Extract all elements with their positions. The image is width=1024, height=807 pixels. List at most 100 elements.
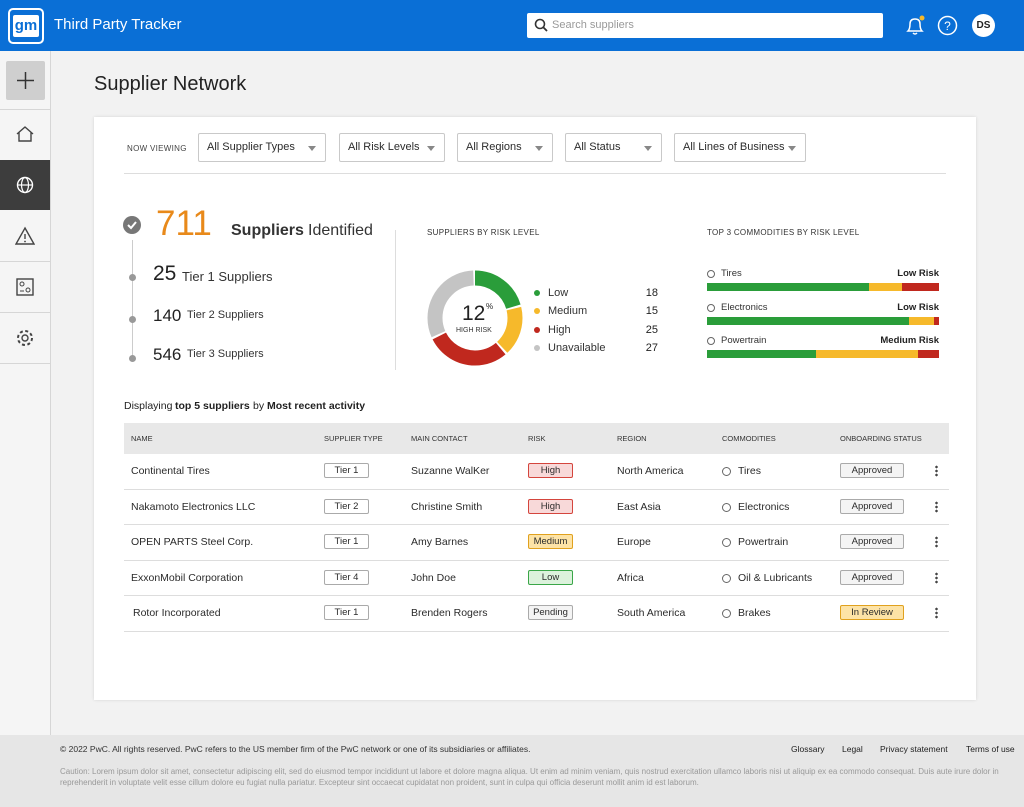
logo-text: gm	[13, 15, 39, 37]
supplier-name[interactable]: ExxonMobil Corporation	[131, 571, 244, 584]
check-circle	[123, 216, 141, 234]
onboarding-status: Approved	[840, 569, 904, 585]
row-menu[interactable]	[935, 571, 938, 584]
row-menu[interactable]	[935, 536, 938, 548]
supplier-type: Tier 1	[324, 463, 369, 478]
nav-home[interactable]	[15, 124, 35, 144]
nav-reports[interactable]	[15, 277, 35, 297]
column-header: RISK	[528, 434, 546, 443]
commodity-bar-segment	[934, 317, 939, 325]
avatar[interactable]: DS	[972, 14, 995, 37]
nav-settings[interactable]	[15, 328, 35, 348]
supplier-name[interactable]: Rotor Incorporated	[133, 607, 221, 619]
tier-label: Tier 1 Suppliers	[182, 269, 273, 284]
main-contact: Suzanne WalKer	[411, 465, 490, 477]
table-intro: top 5 suppliers	[175, 400, 250, 412]
check-icon	[123, 216, 141, 234]
filter-select[interactable]: All Lines of Business	[674, 133, 806, 162]
region: Africa	[617, 571, 644, 584]
commodity-icon	[722, 467, 731, 476]
column-header: MAIN CONTACT	[411, 434, 468, 443]
legend-dot	[534, 327, 540, 333]
footer-link[interactable]: Legal	[842, 744, 863, 754]
commodity-icon	[722, 502, 731, 512]
region: South America	[617, 607, 686, 619]
commodity-icon	[707, 337, 715, 345]
commodity-name: Electronics	[721, 302, 768, 313]
supplier-type: Tier 4	[324, 569, 369, 585]
column-header: REGION	[617, 434, 647, 443]
onboarding-status: In Review	[840, 605, 904, 620]
commodity-name: Tires	[721, 268, 742, 279]
risk-tag: High	[528, 463, 573, 478]
legend-label: Low	[548, 287, 569, 299]
risk-tag: Pending	[528, 605, 573, 620]
onboarding-status: Approved	[840, 534, 904, 549]
nav-alerts[interactable]	[15, 226, 35, 246]
divider	[395, 230, 396, 370]
commodity-bar-segment	[707, 283, 870, 291]
legend-value: 18	[645, 287, 658, 299]
filter-label: NOW VIEWING	[127, 144, 187, 153]
legend-dot	[534, 345, 540, 351]
row-divider	[124, 630, 949, 632]
table-intro: by	[253, 400, 265, 412]
onboarding-status: Approved	[840, 463, 904, 478]
risk-tag: Low	[528, 569, 573, 585]
footer-link[interactable]: Terms of use	[966, 744, 1015, 754]
nav-network[interactable]	[0, 160, 50, 210]
logo[interactable]: gm	[8, 8, 44, 44]
row-menu[interactable]	[935, 607, 938, 619]
search-box[interactable]: Search suppliers	[527, 13, 883, 38]
row-menu[interactable]	[935, 465, 938, 477]
add-button[interactable]	[6, 61, 45, 100]
region: East Asia	[617, 500, 661, 513]
footer-link[interactable]: Privacy statement	[880, 744, 948, 754]
row-divider	[124, 488, 949, 490]
filter-select[interactable]: All Status	[565, 133, 662, 162]
page-title: Supplier Network	[94, 73, 247, 95]
filter-select[interactable]: All Regions	[457, 133, 553, 162]
filter-select[interactable]: All Risk Levels	[339, 133, 445, 162]
notifications[interactable]	[904, 15, 926, 37]
region: Europe	[617, 536, 651, 548]
donut-segment	[427, 270, 523, 366]
commodity-bar-segment	[816, 350, 919, 358]
row-menu[interactable]	[935, 500, 938, 513]
commodity-icon	[707, 304, 715, 312]
caution: Caution: Lorem ipsum dolor sit amet, con…	[60, 767, 999, 787]
donut-segment	[427, 270, 523, 366]
commodity-icon	[722, 609, 731, 618]
table-intro: Most recent activity	[267, 400, 366, 412]
commodity-risk: Low Risk	[897, 302, 939, 313]
timeline	[132, 240, 133, 356]
tier-label: Tier 3 Suppliers	[187, 348, 264, 360]
check-mark	[127, 221, 137, 230]
donut-segment	[427, 270, 523, 366]
supplier-type: Tier 1	[324, 534, 369, 549]
main-contact: Amy Barnes	[411, 536, 469, 548]
table-header	[124, 423, 949, 454]
commodity: Electronics	[738, 500, 790, 513]
commodity-name: Powertrain	[721, 335, 767, 346]
help[interactable]: ?	[937, 15, 958, 36]
filter-select[interactable]: All Supplier Types	[198, 133, 326, 162]
main-contact: John Doe	[411, 571, 456, 584]
timeline-dot	[129, 273, 136, 281]
commodity-icon	[707, 270, 715, 278]
supplier-name[interactable]: Continental Tires	[131, 465, 210, 477]
supplier-name[interactable]: OPEN PARTS Steel Corp.	[131, 536, 254, 548]
timeline-dot	[129, 354, 136, 362]
commodity-bar-segment	[918, 350, 939, 358]
center-unit: %	[486, 302, 494, 311]
supplier-name[interactable]: Nakamoto Electronics LLC	[131, 500, 256, 513]
search-placeholder: Search suppliers	[552, 19, 634, 31]
column-header: ONBOARDING STATUS	[840, 434, 922, 443]
donut-chart	[427, 270, 523, 366]
supplier-type: Tier 1	[324, 605, 369, 620]
commodities-title: TOP 3 COMMODITIES BY RISK LEVEL	[707, 228, 860, 237]
legend-label: Medium	[548, 305, 588, 317]
commodity: Tires	[738, 465, 761, 477]
footer-link[interactable]: Glossary	[791, 744, 825, 754]
legend-value: 25	[645, 324, 658, 336]
